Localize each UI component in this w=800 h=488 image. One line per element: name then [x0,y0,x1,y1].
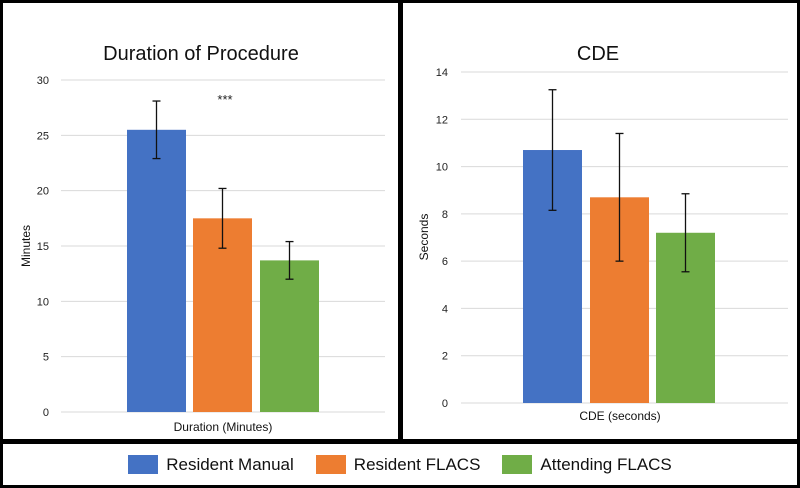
legend-item: Resident FLACS [315,454,481,475]
y-tick-label: 0 [442,398,448,410]
legend-label: Resident FLACS [353,454,481,474]
y-tick-label: 20 [37,186,49,198]
y-tick-label: 12 [436,114,448,126]
legend-swatch [315,455,346,474]
y-tick-label: 5 [43,352,49,364]
cde-chart-panel: CDE Seconds CDE (seconds) 0 2 4 6 8 10 12 14 [403,3,797,439]
duration-chart: Duration of Procedure Minutes Duration (… [19,43,385,434]
plot-area: 0 2 4 6 8 10 12 14 [436,67,788,410]
y-axis-label: Minutes [19,225,33,267]
legend-item: Attending FLACS [502,454,672,475]
significance-annotation: *** [217,92,232,107]
legend-label: Resident Manual [166,454,294,474]
y-tick-label: 2 [442,351,448,363]
bar-resident-flacs [193,218,252,412]
legend-label: Attending FLACS [540,454,672,474]
legend-swatch [502,455,533,474]
chart-title: Duration of Procedure [103,43,299,65]
y-tick-label: 15 [37,241,49,253]
duration-chart-panel: Duration of Procedure Minutes Duration (… [3,3,398,439]
legend-swatch [128,455,159,474]
y-tick-label: 8 [442,209,448,221]
x-axis-label: Duration (Minutes) [174,420,273,434]
legend: Resident Manual Resident FLACS Attending… [3,444,797,485]
bar-attending-flacs [260,260,319,412]
plot-area: 0 5 10 15 20 25 30 [37,75,385,419]
y-tick-label: 25 [37,130,49,142]
legend-item: Resident Manual [128,455,294,475]
chart-title: CDE [577,43,619,65]
y-tick-label: 4 [442,303,448,315]
y-tick-label: 10 [37,296,49,308]
x-axis-label: CDE (seconds) [579,409,660,423]
y-tick-label: 30 [37,75,49,87]
y-axis-label: Seconds [417,214,431,261]
legend-panel: Resident Manual Resident FLACS Attending… [3,444,797,485]
cde-chart: CDE Seconds CDE (seconds) 0 2 4 6 8 10 12 14 [417,43,788,423]
bar-resident-manual [127,129,186,413]
y-tick-label: 6 [442,256,448,268]
y-tick-label: 14 [436,67,448,79]
y-tick-label: 0 [43,407,49,419]
y-tick-label: 10 [436,162,448,174]
